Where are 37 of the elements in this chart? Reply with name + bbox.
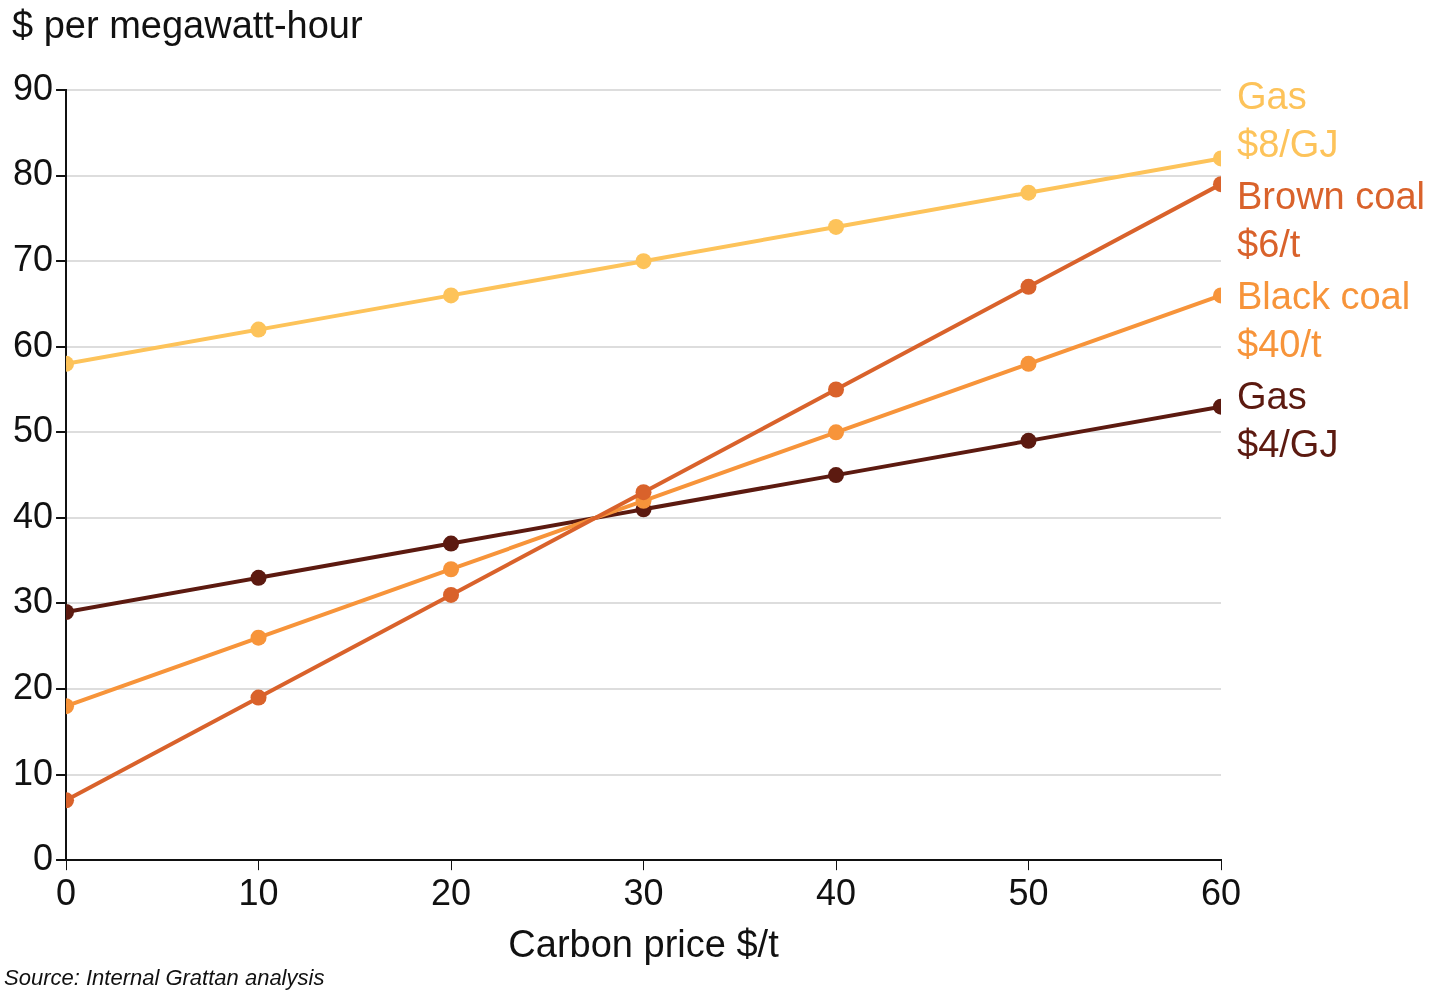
series-label: Brown coal $6/t bbox=[1237, 174, 1425, 265]
point bbox=[828, 218, 845, 235]
y-tick-label: 20 bbox=[13, 665, 54, 707]
series-label: Gas $8/GJ bbox=[1237, 74, 1339, 165]
x-axis-title: Carbon price $/t bbox=[508, 922, 780, 965]
series-label: Black coal $40/t bbox=[1237, 274, 1411, 365]
y-tick-label: 80 bbox=[13, 152, 54, 194]
y-axis-title: $ per megawatt-hour bbox=[12, 4, 363, 47]
point bbox=[1020, 278, 1037, 295]
x-tick-label: 10 bbox=[238, 871, 279, 913]
y-tick-label: 0 bbox=[33, 837, 54, 879]
y-tick-label: 50 bbox=[13, 409, 54, 451]
y-tick-label: 10 bbox=[13, 751, 54, 793]
x-tick-label: 20 bbox=[431, 871, 472, 913]
x-tick-label: 30 bbox=[623, 871, 664, 913]
point bbox=[1020, 355, 1037, 372]
y-tick-label: 40 bbox=[13, 494, 54, 536]
source-note: Source: Internal Grattan analysis bbox=[4, 965, 325, 991]
point bbox=[1020, 184, 1037, 201]
point bbox=[443, 535, 460, 552]
x-tick-label: 50 bbox=[1008, 871, 1049, 913]
point bbox=[635, 484, 652, 501]
point bbox=[635, 253, 652, 270]
point bbox=[1020, 432, 1037, 449]
series-label: Gas $4/GJ bbox=[1237, 374, 1339, 465]
point bbox=[443, 561, 460, 578]
point bbox=[443, 287, 460, 304]
x-tick-label: 40 bbox=[815, 871, 857, 913]
point bbox=[828, 381, 845, 398]
point bbox=[443, 586, 460, 603]
point bbox=[828, 424, 845, 441]
y-tick-label: 70 bbox=[13, 238, 54, 280]
y-tick-label: 90 bbox=[13, 66, 54, 108]
y-tick-label: 60 bbox=[13, 323, 54, 365]
y-tick-label: 30 bbox=[13, 580, 54, 622]
point bbox=[828, 467, 845, 484]
x-tick-label: 60 bbox=[1200, 871, 1242, 913]
